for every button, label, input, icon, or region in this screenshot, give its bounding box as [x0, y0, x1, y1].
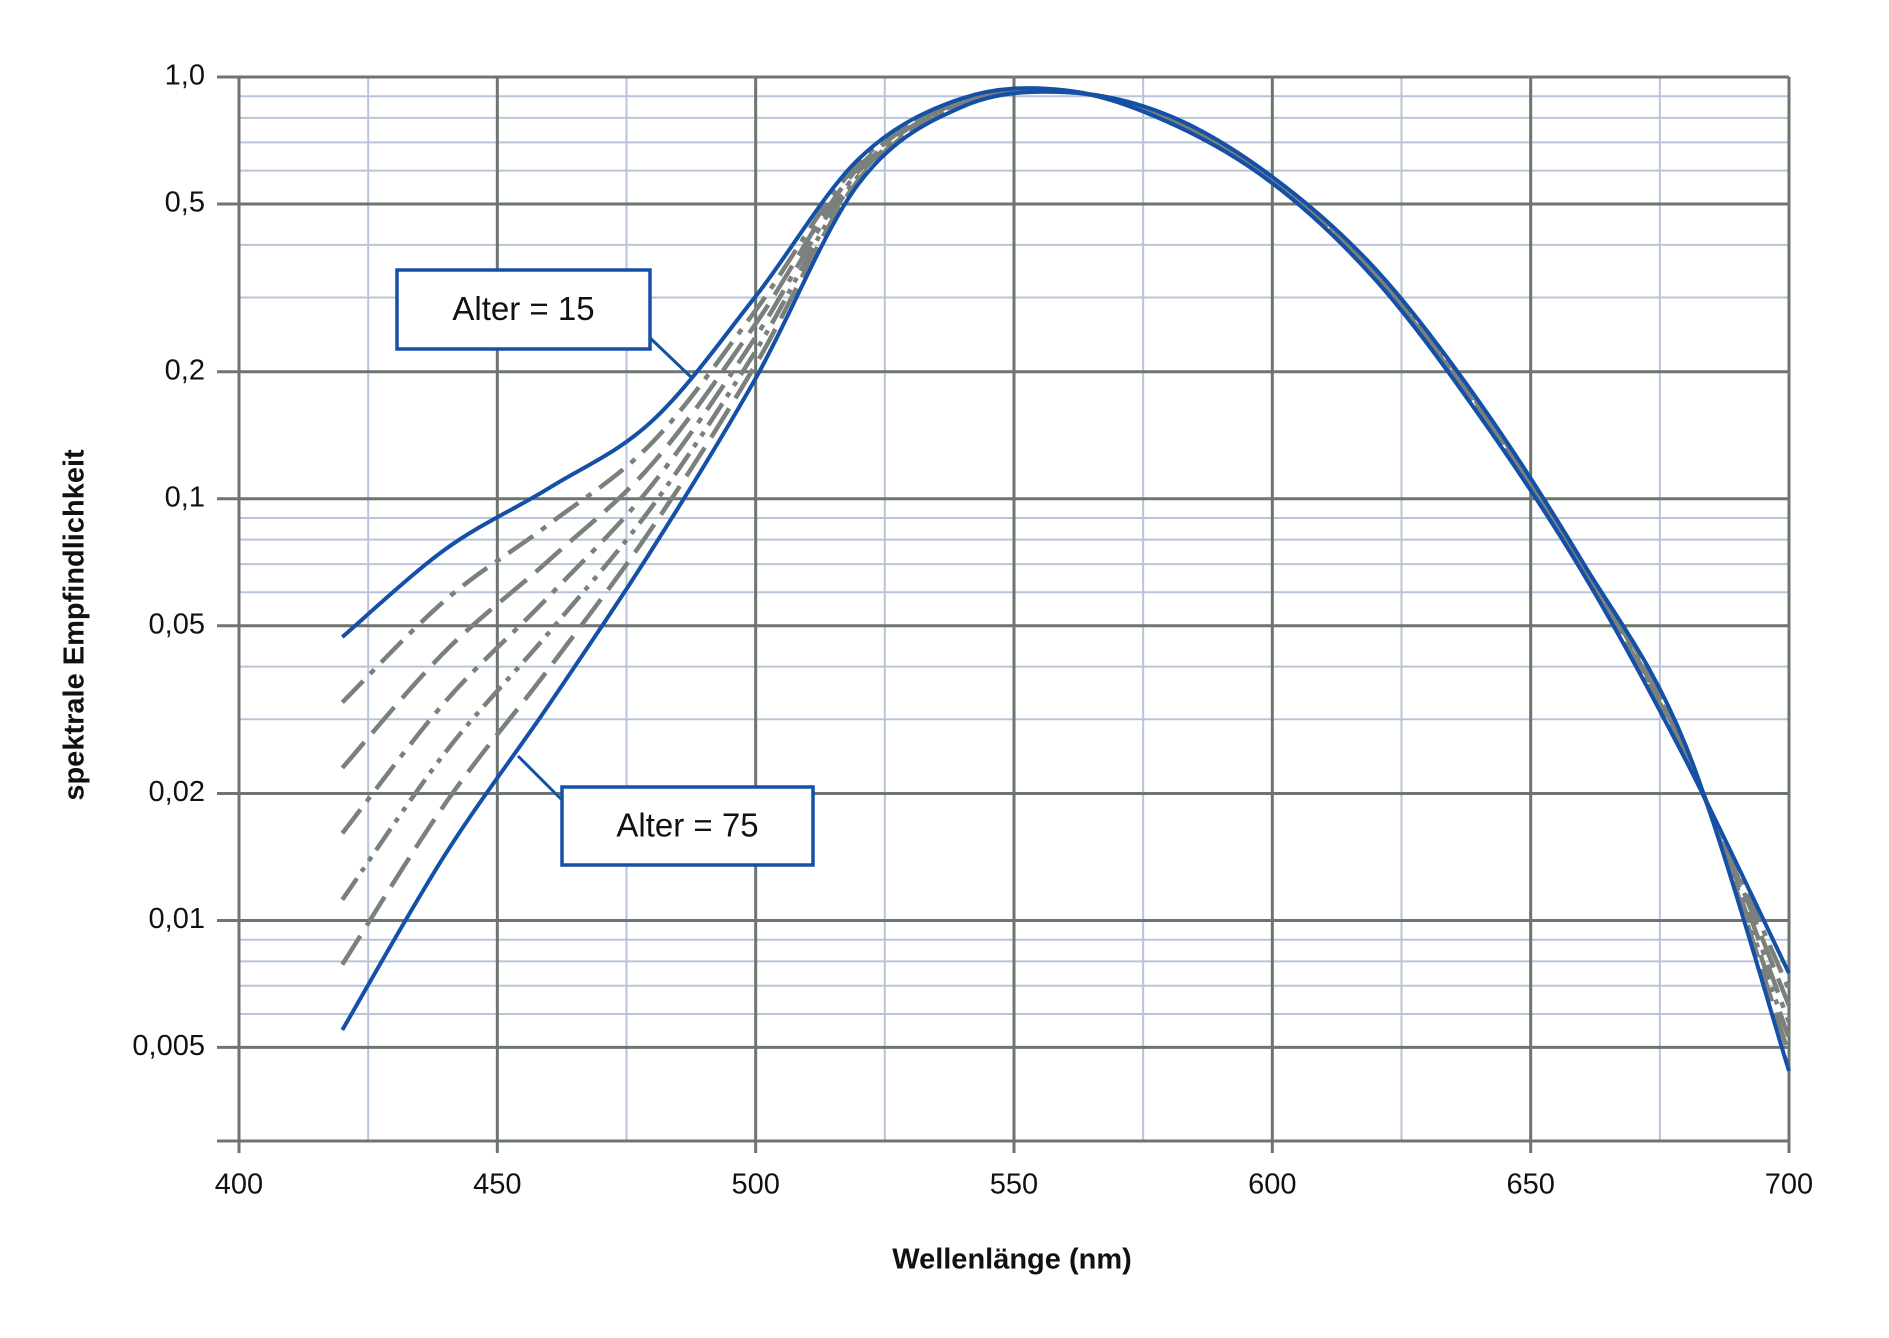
y-tick-label: 1,0 — [165, 60, 205, 92]
x-tick-label: 650 — [1506, 1169, 1554, 1201]
callout-pointer — [645, 333, 694, 380]
callout-pointer — [516, 754, 564, 802]
callout-label: Alter = 15 — [452, 290, 594, 327]
y-tick-label: 0,02 — [149, 776, 205, 808]
curve — [340, 88, 1792, 1056]
callout-label: Alter = 75 — [616, 807, 758, 844]
y-tick-label: 0,5 — [165, 187, 205, 219]
x-tick-label: 400 — [215, 1169, 263, 1201]
x-tick-label: 500 — [731, 1169, 779, 1201]
y-tick-label: 0,005 — [132, 1030, 205, 1062]
x-tick-label: 450 — [473, 1169, 521, 1201]
callout-box — [395, 268, 652, 351]
curves — [340, 86, 1792, 1072]
curve — [340, 89, 1791, 1072]
x-axis-title: Wellenlänge (nm) — [892, 1244, 1132, 1276]
y-tick-label: 0,2 — [165, 354, 205, 386]
grid — [217, 75, 1791, 1153]
callout-box — [560, 785, 815, 867]
labels: 0,005 0,01 0,02 0,05 0,1 0,2 0,5 1,0 400 450 500 55… — [132, 60, 1813, 1201]
y-axis-title: spektrale Empfindlichkeit — [59, 449, 91, 801]
x-tick-label: 600 — [1248, 1169, 1296, 1201]
curve — [340, 88, 1792, 1040]
y-tick-label: 0,05 — [149, 608, 205, 640]
y-tick-label: 0,01 — [149, 903, 205, 935]
curve — [341, 86, 1791, 975]
x-tick-label: 550 — [990, 1169, 1038, 1201]
x-tick-label: 700 — [1765, 1169, 1813, 1201]
y-tick-label: 0,1 — [165, 481, 205, 513]
